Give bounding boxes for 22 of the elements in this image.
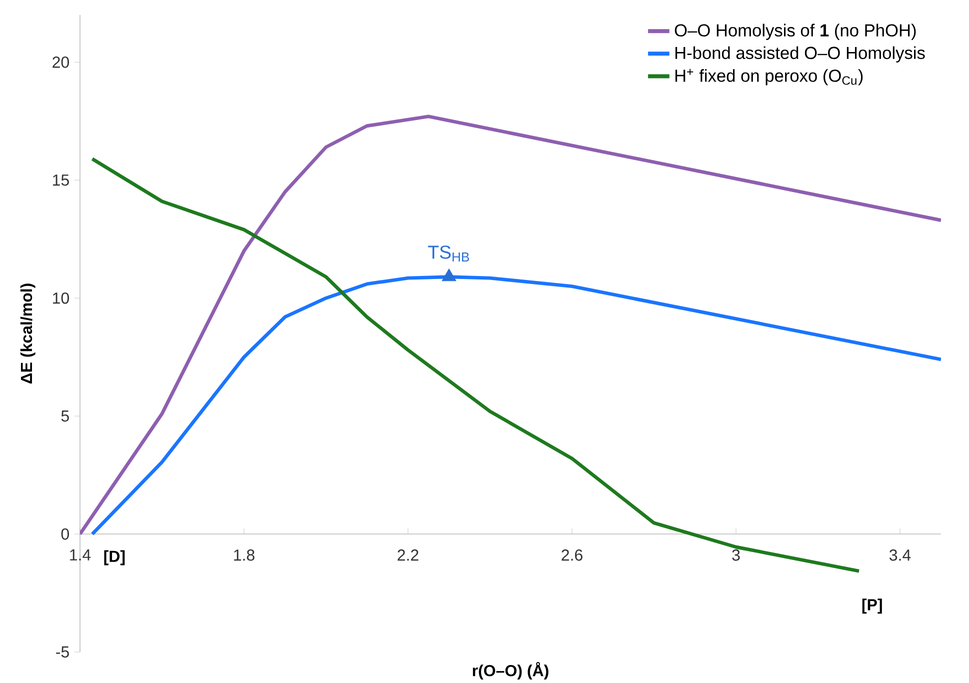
x-tick-label: 1.8: [234, 549, 254, 561]
x-tick-label: 3: [732, 549, 740, 561]
x-tick-label: 1.4: [70, 549, 91, 560]
annotation: [P]: [862, 598, 882, 614]
x-axis-title: r(O–O) (Å): [472, 662, 548, 680]
legend-label: O–O Homolysis of 1 (no PhOH): [674, 24, 916, 40]
y-tick-label: 15: [53, 174, 69, 186]
y-tick-label: -5: [56, 646, 69, 658]
y-axis-title: ΔE (kcal/mol): [20, 284, 36, 384]
y-tick-label: 10: [53, 292, 69, 304]
annotation: [D]: [104, 550, 125, 566]
x-tick-label: 2.6: [562, 549, 582, 561]
line-series: [80, 114, 942, 536]
annotation: TS$_{HB}$: [428, 246, 469, 262]
x-tick-label: 2.2: [398, 549, 418, 561]
y-tick-label: 0: [61, 528, 69, 540]
y-tick-label: 20: [52, 56, 69, 68]
legend-label: H-bond assisted O–O Homolysis: [675, 46, 925, 63]
y-tick-label: 5: [61, 410, 69, 422]
legend-label: H$^{+}$ fixed on peroxo (O$_{Cu}$): [675, 68, 863, 86]
x-tick-label: 3.4: [889, 549, 911, 561]
line-series: [90, 157, 861, 573]
